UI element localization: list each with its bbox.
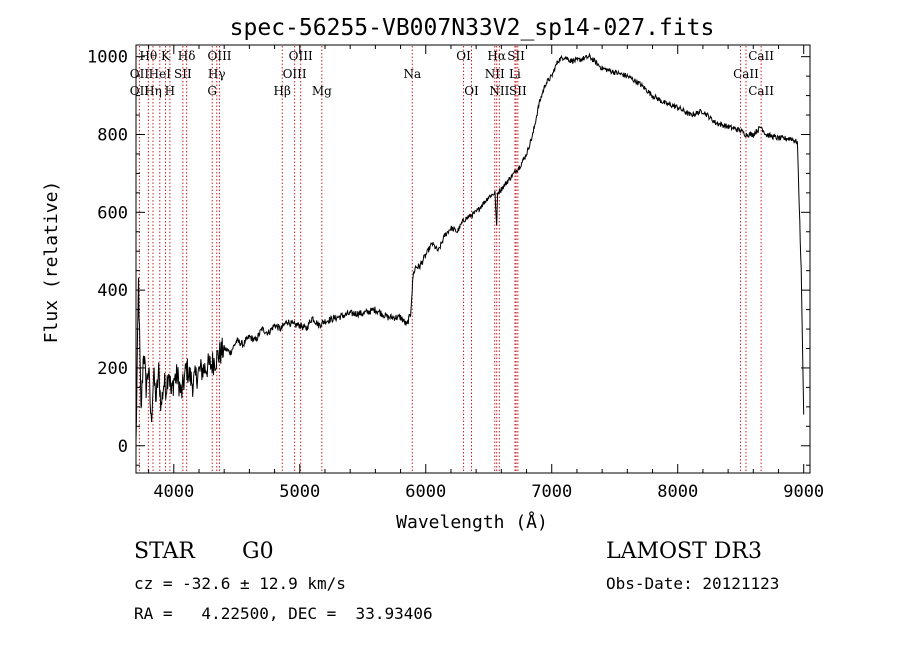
spectral-line-label: OI	[456, 49, 471, 63]
object-class: STAR	[134, 539, 195, 564]
ra-dec-coordinates: RA = 4.22500, DEC = 33.93406	[134, 604, 433, 623]
spectral-line-label: SII	[507, 49, 525, 63]
spectral-line-label: SII	[174, 67, 192, 81]
spectral-line-label: SII	[509, 84, 527, 98]
x-tick-label: 9000	[783, 482, 824, 502]
x-tick-label: 4000	[153, 482, 194, 502]
y-tick-label: 800	[97, 125, 128, 145]
spectral-line-label: OII	[130, 67, 150, 81]
spectral-line-label: Hα	[487, 49, 506, 63]
spectral-line-label: NII	[485, 67, 505, 81]
spectral-line-label: OIII	[289, 49, 313, 63]
axis-ticks	[136, 45, 810, 473]
y-tick-label: 1000	[87, 48, 128, 68]
spectrum-line	[135, 52, 805, 442]
axis-tick-labels: 4000 5000 6000 7000 8000 9000 0 200 400 600 800 100…	[87, 48, 824, 502]
survey-name: LAMOST DR3	[606, 539, 762, 564]
y-tick-label: 200	[97, 359, 128, 379]
x-tick-label: 7000	[531, 482, 572, 502]
x-tick-label: 8000	[657, 482, 698, 502]
spectral-line-label: HeI	[149, 67, 172, 81]
observation-date: Obs-Date: 20121123	[606, 574, 780, 593]
spectral-line-label: Hβ	[274, 84, 291, 98]
spectral-line-label: G	[207, 84, 217, 98]
spectral-line-label: Mg	[312, 84, 332, 98]
spectral-line-label: Hθ	[139, 49, 157, 63]
y-tick-label: 0	[118, 437, 128, 457]
spectral-line-label: Hγ	[208, 67, 226, 81]
x-tick-label: 6000	[405, 482, 446, 502]
spectral-line-label: OIII	[207, 49, 231, 63]
spectral-line-markers	[138, 46, 762, 472]
spectral-line-label: NII	[489, 84, 509, 98]
redshift-velocity: cz = -32.6 ± 12.9 km/s	[134, 574, 346, 593]
spectral-line-label: Li	[509, 67, 521, 81]
y-axis-label: Flux (relative)	[41, 181, 62, 344]
y-tick-label: 400	[97, 281, 128, 301]
x-axis-label: Wavelength (Å)	[396, 511, 548, 533]
spectral-line-label: K	[161, 49, 171, 63]
plot-frame	[135, 44, 811, 474]
spectral-line-label: Hη	[144, 84, 162, 98]
spectral-line-label: CaII	[748, 84, 774, 98]
spectrum-series	[135, 52, 805, 442]
x-tick-label: 5000	[279, 482, 320, 502]
object-subclass: G0	[242, 539, 274, 564]
y-tick-label: 600	[97, 203, 128, 223]
spectral-line-label: CaII	[733, 67, 759, 81]
spectral-line-label: OI	[464, 84, 479, 98]
chart-title: spec-56255-VB007N33V2_sp14-027.fits	[230, 15, 715, 41]
spectral-line-label: OII	[130, 84, 150, 98]
spectral-line-label: CaII	[748, 49, 774, 63]
spectral-line-label: H	[165, 84, 175, 98]
spectral-line-label: OIII	[283, 67, 307, 81]
spectral-line-label: Hδ	[178, 49, 196, 63]
spectral-line-label: Na	[403, 67, 421, 81]
